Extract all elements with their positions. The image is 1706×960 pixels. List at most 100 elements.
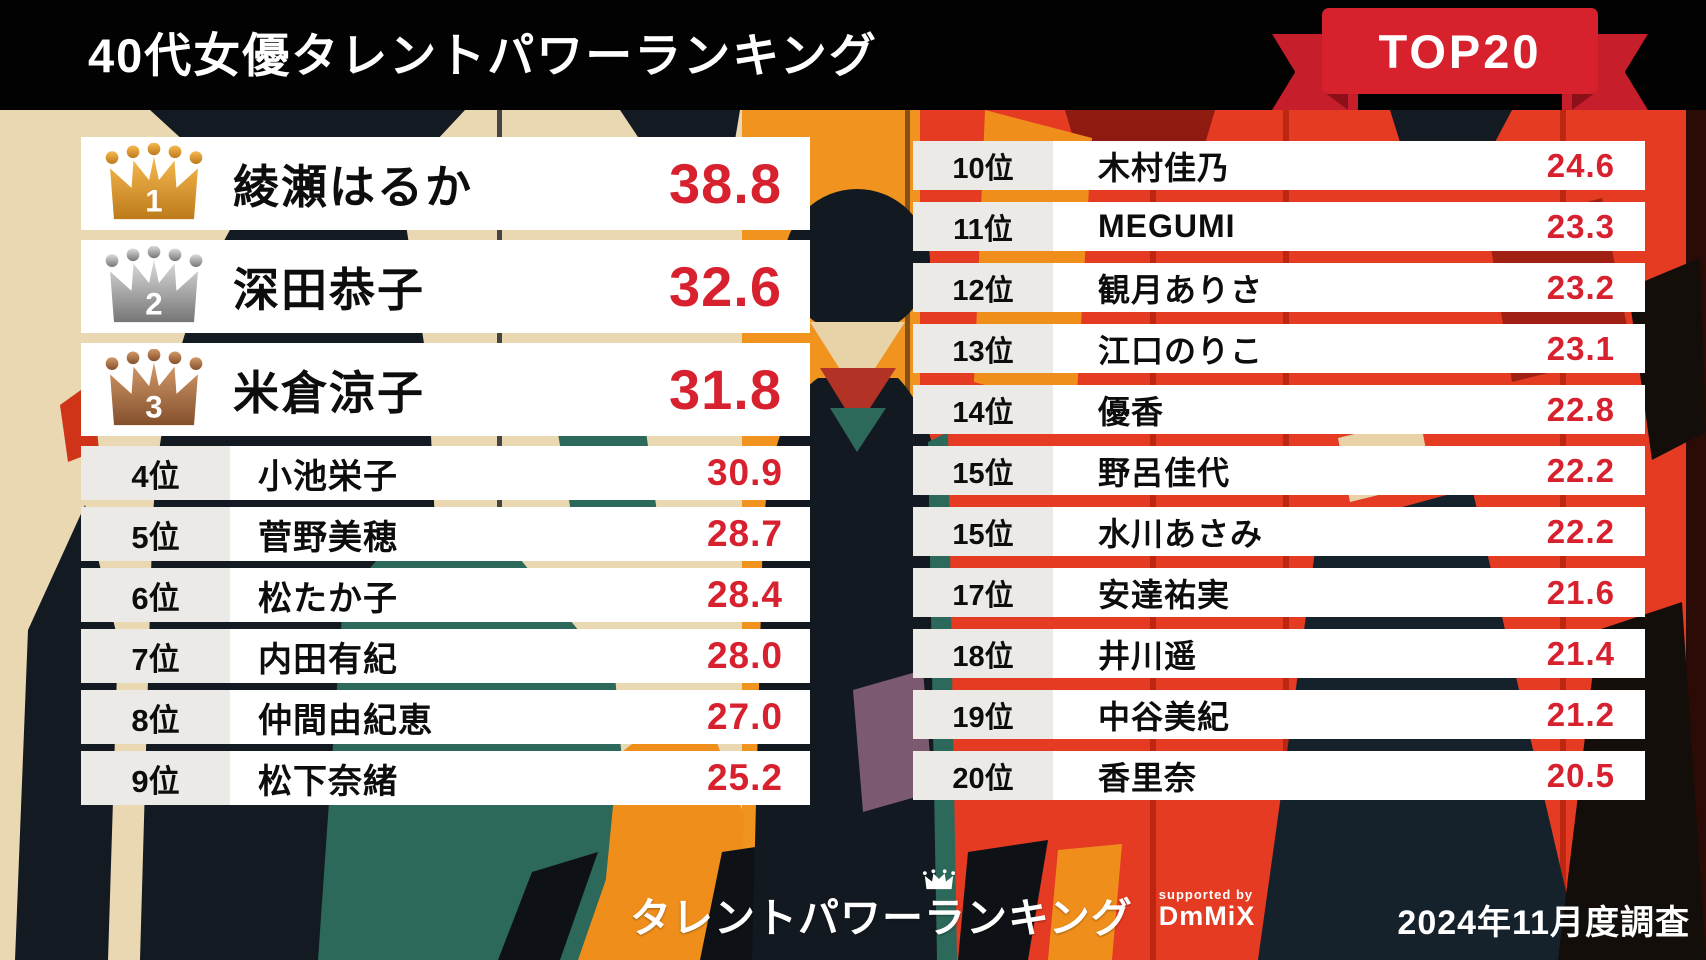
- rank-label: 10位: [952, 152, 1014, 185]
- top20-badge: TOP20: [1322, 8, 1598, 94]
- talent-name: 野呂佳代: [1098, 454, 1231, 491]
- ranking-row-15b: 15位 水川あさみ 22.2: [913, 507, 1645, 556]
- ranking-row-12: 12位 観月ありさ 23.2: [913, 263, 1645, 312]
- ranking-row-14: 14位 優香 22.8: [913, 385, 1645, 434]
- page-title: 40代女優タレントパワーランキング: [88, 29, 878, 82]
- score-value: 22.8: [1546, 390, 1615, 428]
- ranking-row-7: 7位 内田有紀 28.0: [81, 629, 810, 683]
- rank-badge: 9位: [81, 751, 230, 805]
- talent-name: 内田有紀: [258, 640, 398, 679]
- score-value: 24.6: [1546, 146, 1615, 184]
- talent-name: 米倉涼子: [233, 366, 425, 419]
- rank-label: 4位: [131, 458, 180, 494]
- ranking-row-1: 1 綾瀬はるか 38.8: [81, 137, 810, 230]
- talent-name: 小池栄子: [258, 457, 398, 496]
- rank-badge: 6位: [81, 568, 230, 622]
- score-value: 20.5: [1546, 756, 1615, 794]
- score-value: 23.3: [1546, 207, 1615, 245]
- score-value: 21.6: [1546, 573, 1615, 611]
- top20-label: TOP20: [1378, 24, 1542, 78]
- ranking-row-9: 9位 松下奈緒 25.2: [81, 751, 810, 805]
- ranking-row-15a: 15位 野呂佳代 22.2: [913, 446, 1645, 495]
- rank-badge: 12位: [913, 263, 1053, 312]
- talent-name: 水川あさみ: [1098, 515, 1264, 552]
- ranking-row-17: 17位 安達祐実 21.6: [913, 568, 1645, 617]
- score-value: 30.9: [706, 452, 783, 493]
- talent-name: 香里奈: [1098, 759, 1198, 796]
- talent-name: MEGUMI: [1098, 208, 1236, 244]
- ranking-row-6: 6位 松たか子 28.4: [81, 568, 810, 622]
- rank-label: 6位: [131, 580, 180, 616]
- score-value: 21.2: [1546, 695, 1615, 733]
- brand-logo: タレントパワーランキング supported by DmMiX: [630, 869, 1256, 944]
- rank-label: 12位: [952, 274, 1014, 307]
- top20-ribbon: TOP20: [1272, 8, 1648, 110]
- rank-label: 20位: [952, 762, 1014, 795]
- rank-badge: 20位: [913, 751, 1053, 800]
- rank-label: 8位: [131, 702, 180, 738]
- rank-label: 11位: [953, 213, 1013, 246]
- rank-badge: 19位: [913, 690, 1053, 739]
- logo-wordmark: タレントパワーランキング: [630, 869, 1133, 944]
- rank-label: 7位: [131, 641, 180, 677]
- talent-name: 優香: [1098, 393, 1165, 430]
- logo-crown-icon: [922, 869, 956, 890]
- score-value: 23.2: [1546, 268, 1615, 306]
- talent-name: 江口のりこ: [1098, 332, 1264, 369]
- talent-name: 木村佳乃: [1098, 149, 1231, 186]
- rank-label: 13位: [952, 335, 1014, 368]
- ranking-row-8: 8位 仲間由紀恵 27.0: [81, 690, 810, 744]
- talent-name: 観月ありさ: [1098, 271, 1264, 308]
- rank-label: 9位: [131, 763, 180, 799]
- talent-name: 井川遥: [1098, 637, 1198, 674]
- crown-bronze-icon: 3: [95, 348, 213, 431]
- rank-badge: 17位: [913, 568, 1053, 617]
- score-value: 28.4: [706, 574, 783, 615]
- ranks-4-9-list: 4位 小池栄子 30.9 5位 菅野美穂 28.7 6位 松たか子 28.4 7…: [81, 446, 810, 805]
- rank-label: 17位: [952, 579, 1014, 612]
- rank-label: 18位: [952, 640, 1014, 673]
- score-value: 28.7: [706, 513, 783, 554]
- ranking-row-20: 20位 香里奈 20.5: [913, 751, 1645, 800]
- crown-silver-icon: 2: [95, 245, 213, 328]
- rank-badge: 4位: [81, 446, 230, 500]
- score-value: 25.2: [706, 757, 783, 798]
- talent-name: 深田恭子: [233, 263, 425, 316]
- rank-badge: 10位: [913, 141, 1053, 190]
- rank-badge: 15位: [913, 446, 1053, 495]
- ranking-row-3: 3 米倉涼子 31.8: [81, 343, 810, 436]
- rank-badge: 13位: [913, 324, 1053, 373]
- survey-date: 2024年11月度調査: [1397, 904, 1690, 942]
- score-value: 32.6: [669, 255, 782, 318]
- ranking-row-10: 10位 木村佳乃 24.6: [913, 141, 1645, 190]
- ranking-column-left: 1 綾瀬はるか 38.8 2 深田恭: [81, 137, 810, 805]
- rank-number: 2: [145, 286, 162, 321]
- ranking-row-4: 4位 小池栄子 30.9: [81, 446, 810, 500]
- rank-badge: 14位: [913, 385, 1053, 434]
- score-value: 21.4: [1546, 634, 1615, 672]
- rank-number: 1: [145, 183, 162, 218]
- score-value: 31.8: [669, 358, 782, 421]
- rank-badge: 5位: [81, 507, 230, 561]
- rank-label: 19位: [952, 701, 1014, 734]
- ranking-row-19: 19位 中谷美紀 21.2: [913, 690, 1645, 739]
- supported-by-label: supported by: [1158, 887, 1254, 902]
- ranking-row-13: 13位 江口のりこ 23.1: [913, 324, 1645, 373]
- talent-name: 綾瀬はるか: [233, 160, 473, 213]
- rank-label: 15位: [952, 518, 1014, 551]
- score-value: 22.2: [1546, 512, 1615, 550]
- score-value: 27.0: [706, 696, 783, 737]
- talent-name: 松下奈緒: [258, 762, 398, 801]
- sponsor-brand: DmMiX: [1158, 901, 1256, 932]
- score-value: 22.2: [1546, 451, 1615, 489]
- ranking-column-right: 10位 木村佳乃 24.6 11位 MEGUMI 23.3 12位 観月ありさ …: [913, 141, 1645, 800]
- rank-badge: 11位: [913, 202, 1053, 251]
- rank-badge: 18位: [913, 629, 1053, 678]
- rank-number: 3: [145, 389, 162, 424]
- score-value: 28.0: [706, 635, 783, 676]
- logo-text: タレントパワーランキング: [630, 895, 1133, 941]
- talent-name: 仲間由紀恵: [258, 701, 433, 740]
- top3-list: 1 綾瀬はるか 38.8 2 深田恭: [81, 137, 810, 436]
- rank-label: 14位: [952, 396, 1014, 429]
